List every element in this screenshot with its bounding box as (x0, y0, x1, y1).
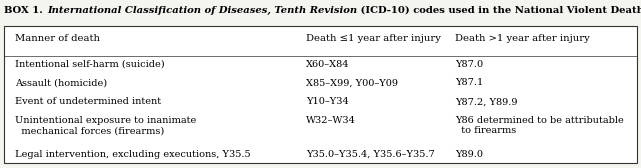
Text: Y87.1: Y87.1 (455, 78, 483, 88)
Text: BOX 1.: BOX 1. (4, 6, 47, 15)
Text: Event of undetermined intent: Event of undetermined intent (15, 97, 161, 106)
Text: Assault (homicide): Assault (homicide) (15, 78, 107, 88)
Text: X85–X99, Y00–Y09: X85–X99, Y00–Y09 (306, 78, 398, 88)
Text: Intentional self-harm (suicide): Intentional self-harm (suicide) (15, 60, 164, 69)
Text: Unintentional exposure to inanimate
  mechanical forces (firearms): Unintentional exposure to inanimate mech… (15, 116, 196, 135)
Text: Death >1 year after injury: Death >1 year after injury (455, 34, 590, 43)
Text: Y35.0–Y35.4, Y35.6–Y35.7: Y35.0–Y35.4, Y35.6–Y35.7 (306, 150, 435, 159)
Text: International Classification of Diseases, Tenth Revision: International Classification of Diseases… (47, 6, 357, 15)
Text: Y10–Y34: Y10–Y34 (306, 97, 349, 106)
FancyBboxPatch shape (4, 26, 637, 163)
Text: (ICD-10) codes used in the National Violent Death Reporting System: (ICD-10) codes used in the National Viol… (357, 6, 641, 15)
Text: W32–W34: W32–W34 (306, 116, 356, 125)
Text: Y89.0: Y89.0 (455, 150, 483, 159)
Text: Y87.0: Y87.0 (455, 60, 483, 69)
Text: Death ≤1 year after injury: Death ≤1 year after injury (306, 34, 440, 43)
Text: Y87.2, Y89.9: Y87.2, Y89.9 (455, 97, 518, 106)
Text: Legal intervention, excluding executions, Y35.5: Legal intervention, excluding executions… (15, 150, 251, 159)
Text: Y86 determined to be attributable
  to firearms: Y86 determined to be attributable to fir… (455, 116, 624, 135)
Text: Manner of death: Manner of death (15, 34, 100, 43)
Text: X60–X84: X60–X84 (306, 60, 349, 69)
